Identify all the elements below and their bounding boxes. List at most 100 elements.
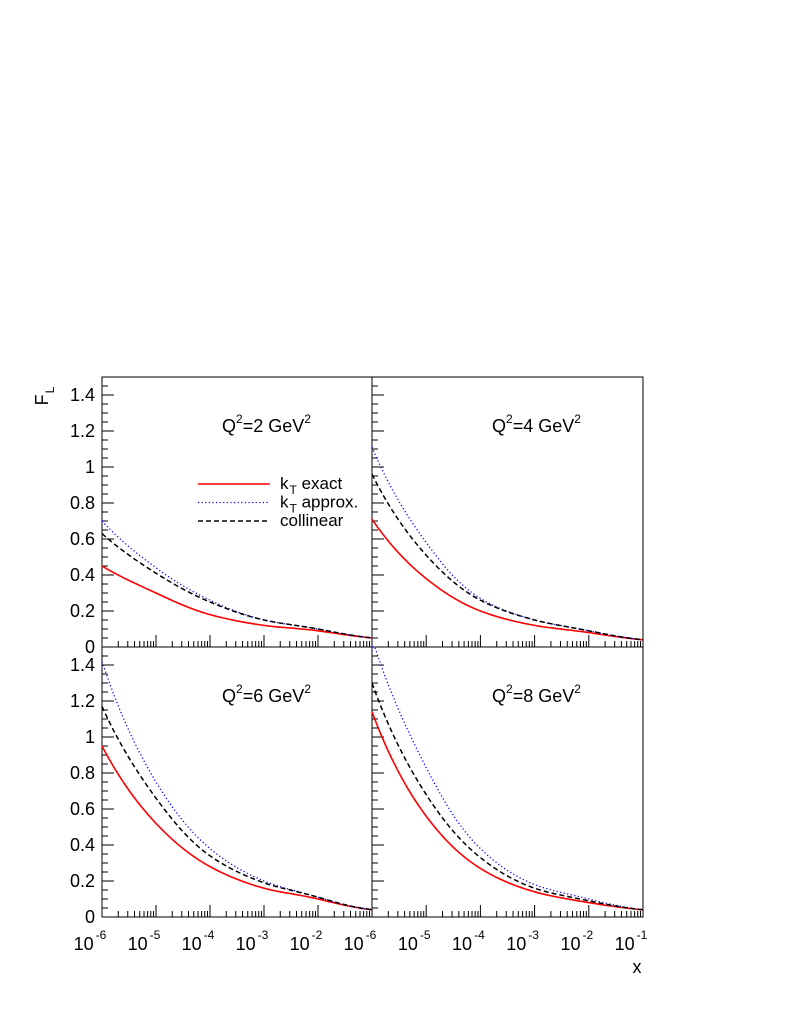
y-tick-label: 0.4 — [70, 565, 95, 585]
panel-title-q: Q — [492, 416, 506, 436]
legend-label-main: k — [280, 493, 289, 512]
legend-label: collinear — [280, 511, 344, 530]
y-axis-title-main: F — [32, 394, 52, 405]
x-tick-label: 10 -4 — [452, 928, 485, 954]
x-tick-base: 10 — [290, 934, 310, 954]
y-tick-label: 0.8 — [70, 493, 95, 513]
x-tick-label: 10 -4 — [182, 928, 215, 954]
legend-label-main: collinear — [280, 511, 344, 530]
x-tick-base: 10 — [560, 934, 580, 954]
legend-label: kT approx. — [280, 493, 358, 516]
x-tick-exponent: -3 — [258, 928, 269, 942]
series-line-collinear — [101, 533, 373, 639]
x-tick-exponent: -4 — [204, 928, 215, 942]
x-tick-base: 10 — [398, 934, 418, 954]
legend-label-sub: T — [290, 502, 298, 516]
legend-label-rest: approx. — [297, 493, 358, 512]
panel-title-sup: 2 — [506, 412, 513, 426]
y-tick-label: 1.4 — [70, 655, 95, 675]
x-tick-base: 10 — [615, 934, 635, 954]
data-curves — [101, 446, 644, 911]
x-tick-exponent: -4 — [474, 928, 485, 942]
series-line-kt-approx- — [372, 646, 644, 911]
legend-label-main: k — [280, 474, 289, 493]
legend-label: kT exact — [280, 474, 342, 497]
x-tick-base: 10 — [128, 934, 148, 954]
panel-title: Q2=2 GeV2 — [222, 412, 311, 436]
series-line-collinear — [371, 473, 644, 641]
x-tick-label: 10 -1 — [615, 928, 648, 954]
x-tick-exponent: -5 — [420, 928, 431, 942]
x-tick-label: 10 -3 — [506, 928, 539, 954]
x-tick-base: 10 — [236, 934, 256, 954]
x-tick-exponent: -6 — [96, 928, 107, 942]
series-line-kt-exact — [371, 518, 644, 641]
y-tick-label: 0.6 — [70, 799, 95, 819]
panel-title-value: =2 GeV — [243, 416, 305, 436]
series-line-kt-exact — [101, 565, 373, 639]
y-tick-label: 0.6 — [70, 529, 95, 549]
panel-title-sup: 2 — [236, 412, 243, 426]
x-tick-label: 10 -2 — [560, 928, 593, 954]
x-tick-base: 10 — [506, 934, 526, 954]
panel-title-value: =6 GeV — [243, 686, 305, 706]
panel-title-sup: 2 — [574, 412, 581, 426]
y-tick-label: 0.2 — [70, 871, 95, 891]
x-tick-label: 10 -5 — [398, 928, 431, 954]
x-tick-exponent: -6 — [366, 928, 377, 942]
x-tick-base: 10 — [74, 934, 94, 954]
panel-title-sup: 2 — [574, 682, 581, 696]
x-tick-label: 10 -6 — [344, 928, 377, 954]
panel-title-sup: 2 — [236, 682, 243, 696]
series-line-kt-exact — [371, 711, 644, 911]
panel-title-value: =4 GeV — [513, 416, 575, 436]
x-tick-label: 10 -2 — [290, 928, 323, 954]
axis-ticks — [101, 376, 644, 918]
y-axis-title: FL — [32, 386, 57, 405]
series-line-kt-approx- — [101, 661, 373, 911]
panel-title: Q2=6 GeV2 — [222, 682, 311, 706]
x-tick-exponent: -3 — [528, 928, 539, 942]
x-tick-label: 10 -3 — [236, 928, 269, 954]
y-tick-label: 1 — [85, 727, 95, 747]
x-tick-exponent: -1 — [637, 928, 648, 942]
series-line-kt-approx- — [371, 446, 644, 641]
x-tick-label: 10 -6 — [74, 928, 107, 954]
y-tick-label: 0.8 — [70, 763, 95, 783]
x-tick-base: 10 — [182, 934, 202, 954]
y-tick-label: 0.2 — [70, 601, 95, 621]
panel-title-sup: 2 — [304, 682, 311, 696]
y-tick-label: 0 — [85, 637, 95, 657]
x-axis-title: x — [633, 957, 642, 977]
series-line-collinear — [371, 682, 644, 911]
panel-title-sup: 2 — [304, 412, 311, 426]
x-tick-exponent: -2 — [312, 928, 323, 942]
series-line-collinear — [101, 706, 373, 911]
panel-title-value: =8 GeV — [513, 686, 575, 706]
x-tick-exponent: -2 — [582, 928, 593, 942]
y-tick-label: 1.2 — [70, 421, 95, 441]
y-tick-label: 1 — [85, 457, 95, 477]
x-tick-label: 10 -5 — [128, 928, 161, 954]
x-tick-base: 10 — [344, 934, 364, 954]
legend-label-rest: exact — [297, 474, 343, 493]
y-tick-label: 0 — [85, 907, 95, 927]
legend-label-sub: T — [290, 483, 298, 497]
series-line-kt-exact — [101, 745, 373, 911]
panel-title-sup: 2 — [506, 682, 513, 696]
panel-title-q: Q — [222, 416, 236, 436]
y-tick-label: 0.4 — [70, 835, 95, 855]
x-tick-base: 10 — [452, 934, 472, 954]
x-tick-exponent: -5 — [150, 928, 161, 942]
axis-labels: 0.20.40.60.811.21.400.20.40.60.811.21.40… — [32, 385, 648, 977]
panel-title-q: Q — [222, 686, 236, 706]
y-axis-title-sub: L — [43, 386, 57, 393]
y-tick-label: 1.2 — [70, 691, 95, 711]
panel-title: Q2=8 GeV2 — [492, 682, 581, 706]
panel-title-q: Q — [492, 686, 506, 706]
y-tick-label: 1.4 — [70, 385, 95, 405]
panel-title: Q2=4 GeV2 — [492, 412, 581, 436]
